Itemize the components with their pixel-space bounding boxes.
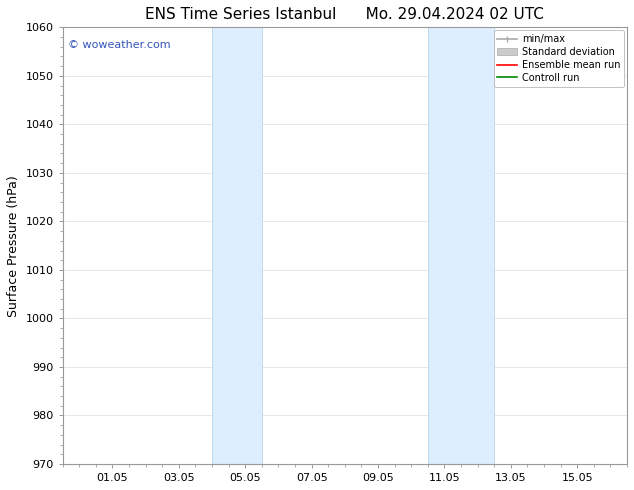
Title: ENS Time Series Istanbul      Mo. 29.04.2024 02 UTC: ENS Time Series Istanbul Mo. 29.04.2024 …: [145, 7, 545, 22]
Text: © woweather.com: © woweather.com: [68, 40, 171, 50]
Y-axis label: Surface Pressure (hPa): Surface Pressure (hPa): [7, 175, 20, 317]
Legend: min/max, Standard deviation, Ensemble mean run, Controll run: min/max, Standard deviation, Ensemble me…: [493, 30, 624, 87]
Bar: [212, 27, 262, 464]
Bar: [428, 27, 495, 464]
